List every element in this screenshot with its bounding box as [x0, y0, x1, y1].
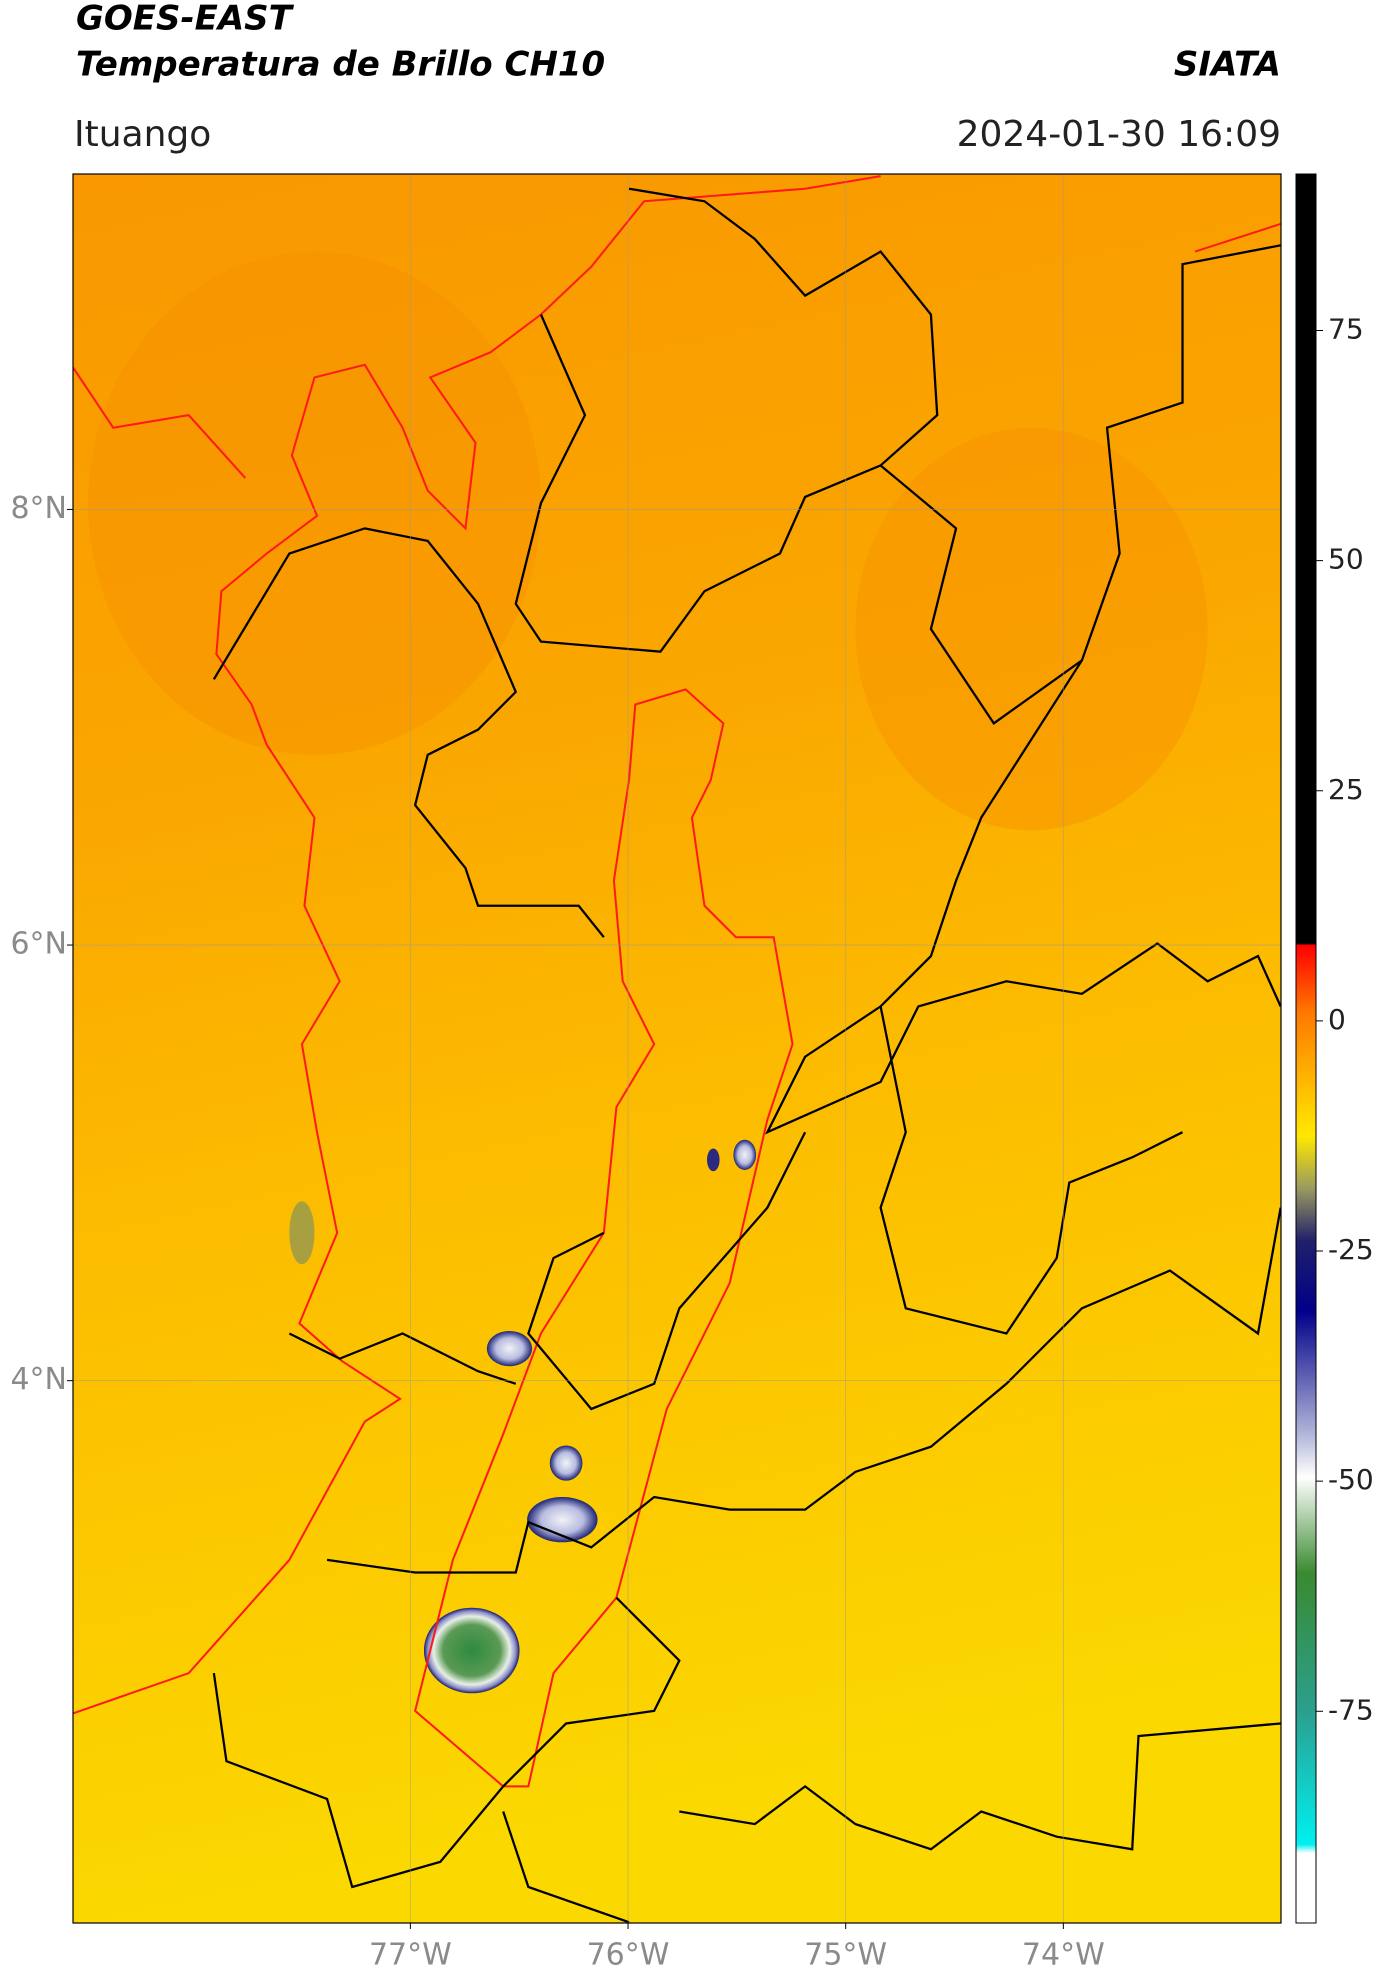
colorbar-tick-label: 75	[1328, 312, 1364, 345]
title: GOES-EAST	[76, 0, 295, 39]
subtitle: Temperatura de Brillo CH10	[76, 45, 605, 85]
x-tick-label: 77°W	[369, 1938, 452, 1973]
brand: SIATA	[1174, 45, 1281, 85]
y-tick-label: 6°N	[10, 927, 67, 962]
colorbar-tick-label: 0	[1328, 1003, 1346, 1036]
map-features	[73, 175, 1281, 1923]
colorbar-tick-label: -50	[1328, 1463, 1374, 1496]
location: Ituango	[74, 114, 211, 155]
colorbar	[1295, 173, 1317, 1924]
colorbar-tick-label: 50	[1328, 543, 1364, 576]
x-tick-label: 76°W	[587, 1938, 670, 1973]
grid	[73, 174, 1281, 1923]
colorbar-tick-label: -25	[1328, 1233, 1374, 1266]
map-frame	[72, 173, 1282, 1924]
colorbar-tick-label: 25	[1328, 773, 1364, 806]
x-tick-label: 75°W	[804, 1938, 887, 1973]
colorbar-tick-label: -75	[1328, 1693, 1374, 1726]
map	[73, 174, 1281, 1923]
y-tick-label: 8°N	[10, 491, 67, 526]
y-tick-label: 4°N	[10, 1362, 67, 1397]
datetime: 2024-01-30 16:09	[957, 114, 1281, 155]
x-tick-label: 74°W	[1022, 1938, 1105, 1973]
